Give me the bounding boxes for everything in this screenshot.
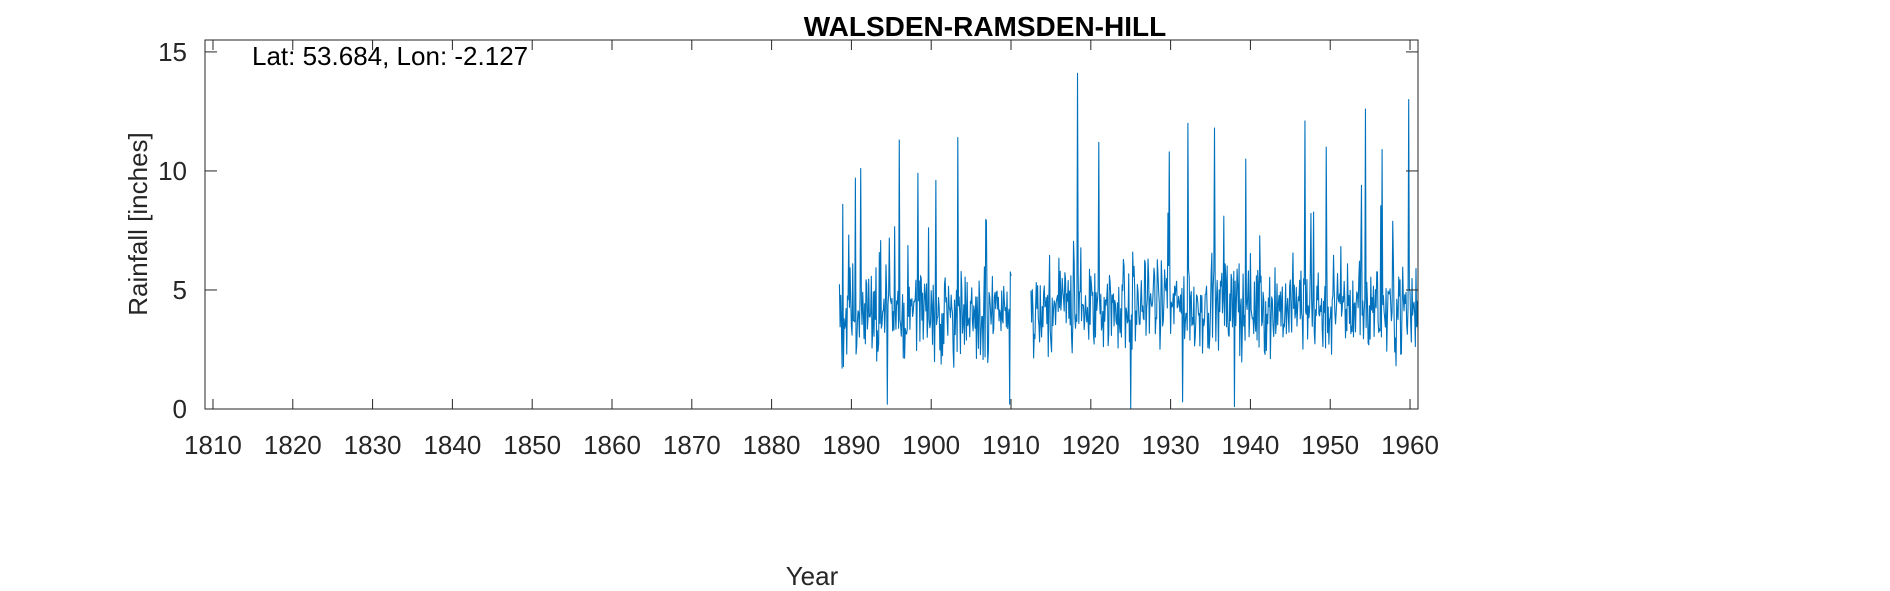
x-tick-label: 1830 <box>344 430 402 460</box>
lat-lon-annotation: Lat: 53.684, Lon: -2.127 <box>252 41 528 71</box>
x-tick-label: 1890 <box>822 430 880 460</box>
x-tick-label: 1900 <box>902 430 960 460</box>
y-tick-label: 5 <box>173 275 187 305</box>
x-tick-label: 1930 <box>1142 430 1200 460</box>
x-tick-label: 1860 <box>583 430 641 460</box>
x-tick-label: 1920 <box>1062 430 1120 460</box>
x-tick-label: 1810 <box>184 430 242 460</box>
x-tick-label: 1880 <box>743 430 801 460</box>
series-line-segment-2 <box>1030 72 1419 410</box>
x-tick-label: 1910 <box>982 430 1040 460</box>
plot-background <box>205 40 1418 409</box>
chart-title: WALSDEN-RAMSDEN-HILL <box>804 11 1166 42</box>
x-axis-title: Year <box>786 561 839 591</box>
x-tick-label: 1850 <box>503 430 561 460</box>
axes-layer: 1810 1820 1830 1840 1850 1860 1870 1880 1890 1900… <box>158 37 1439 460</box>
y-tick-label: 10 <box>158 156 187 186</box>
x-tick-label: 1840 <box>423 430 481 460</box>
x-tick-label: 1940 <box>1221 430 1279 460</box>
plot-area <box>205 40 1418 409</box>
x-tick-label: 1870 <box>663 430 721 460</box>
plot-frame <box>204 39 1419 410</box>
x-tick-label: 1950 <box>1301 430 1359 460</box>
y-tick-label: 15 <box>158 37 187 67</box>
x-tick-label: 1820 <box>264 430 322 460</box>
series-layer <box>838 72 1419 410</box>
x-tick-label: 1960 <box>1381 430 1439 460</box>
series-line-segment-1 <box>838 137 1012 405</box>
y-axis-title: Rainfall [inches] <box>123 132 153 316</box>
y-tick-label: 0 <box>173 394 187 424</box>
